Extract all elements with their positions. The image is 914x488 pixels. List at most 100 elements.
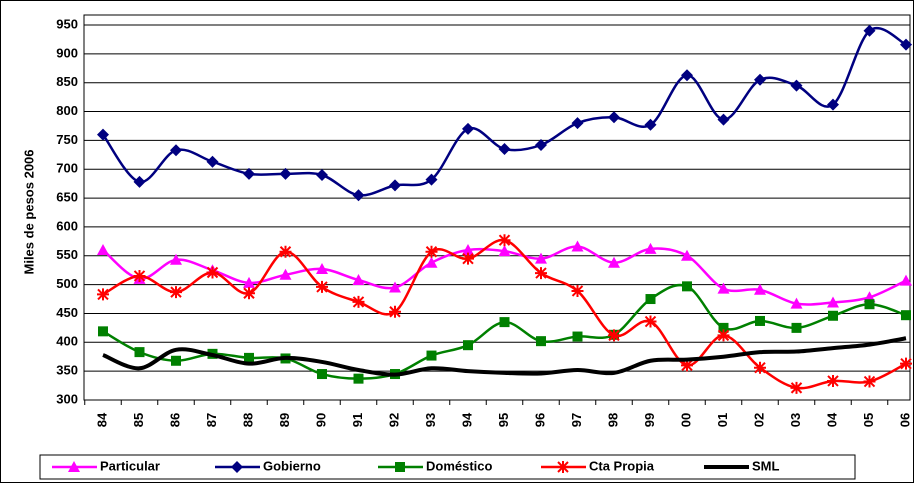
point bbox=[498, 234, 511, 247]
point bbox=[498, 143, 511, 156]
x-tick-label: 94 bbox=[459, 412, 474, 427]
point bbox=[535, 139, 547, 151]
point bbox=[279, 167, 292, 180]
point bbox=[97, 288, 109, 301]
x-tick-label: 98 bbox=[605, 413, 620, 427]
point bbox=[571, 117, 584, 130]
point bbox=[754, 283, 766, 295]
point bbox=[536, 336, 546, 347]
x-tick-label: 99 bbox=[642, 413, 657, 427]
point bbox=[170, 253, 182, 265]
x-tick-label: 93 bbox=[423, 413, 438, 427]
point bbox=[827, 374, 839, 387]
y-axis-label: Miles de pesos 2006 bbox=[21, 149, 36, 274]
legend-label: Particular bbox=[100, 458, 160, 473]
point bbox=[901, 310, 911, 321]
point bbox=[863, 375, 876, 388]
point bbox=[206, 266, 219, 279]
legend: Particular Gobierno Doméstico Cta Propia SML bbox=[39, 454, 856, 480]
y-tick-label: 500 bbox=[56, 276, 78, 291]
point bbox=[316, 169, 328, 181]
point bbox=[754, 73, 766, 86]
y-tick-label: 700 bbox=[56, 161, 78, 176]
y-tick-label: 650 bbox=[56, 190, 78, 205]
x-tick-label: 88 bbox=[240, 413, 255, 427]
point bbox=[790, 381, 803, 394]
point bbox=[644, 118, 657, 131]
y-tick-label: 400 bbox=[56, 334, 78, 349]
point bbox=[754, 361, 766, 374]
point bbox=[717, 282, 730, 294]
plot-area bbox=[83, 14, 911, 401]
point bbox=[682, 281, 692, 292]
x-tick-label: 85 bbox=[131, 413, 146, 427]
point bbox=[389, 281, 401, 293]
point bbox=[352, 274, 365, 285]
point bbox=[279, 245, 292, 258]
point bbox=[827, 98, 839, 111]
point bbox=[133, 269, 146, 282]
x-tick-label: 05 bbox=[861, 413, 876, 427]
point bbox=[863, 24, 876, 37]
point bbox=[608, 256, 620, 268]
y-tick-label: 550 bbox=[56, 247, 78, 262]
legend-label: Doméstico bbox=[426, 458, 493, 473]
point bbox=[134, 347, 145, 358]
point bbox=[900, 357, 912, 370]
point bbox=[681, 359, 693, 372]
point bbox=[608, 111, 620, 124]
point bbox=[243, 287, 255, 300]
point bbox=[171, 355, 181, 366]
x-tick-label: 92 bbox=[386, 413, 401, 427]
series-line bbox=[102, 336, 907, 377]
legend-label: SML bbox=[752, 458, 780, 473]
point bbox=[353, 373, 364, 384]
point bbox=[718, 322, 729, 333]
x-tick-label: 03 bbox=[788, 413, 803, 427]
point bbox=[317, 369, 327, 380]
point bbox=[425, 256, 438, 268]
point bbox=[535, 252, 547, 264]
x-tick-label: 00 bbox=[678, 413, 693, 427]
y-tick-label: 850 bbox=[56, 74, 78, 89]
point bbox=[170, 144, 182, 157]
point bbox=[316, 263, 328, 275]
y-tick-label: 600 bbox=[56, 218, 78, 233]
point bbox=[243, 167, 255, 180]
x-tick-label: 06 bbox=[897, 413, 912, 427]
point bbox=[828, 310, 838, 321]
point bbox=[717, 113, 730, 126]
x-tick-label: 02 bbox=[751, 413, 766, 427]
legend-label: Gobierno bbox=[263, 458, 321, 473]
x-tick-label: 97 bbox=[569, 413, 584, 427]
y-tick-label: 900 bbox=[56, 45, 78, 60]
point bbox=[755, 315, 765, 326]
point bbox=[498, 245, 511, 257]
point bbox=[644, 315, 657, 328]
y-tick-label: 450 bbox=[56, 305, 78, 320]
x-tick-label: 95 bbox=[496, 413, 511, 427]
point bbox=[900, 38, 912, 51]
point bbox=[499, 317, 510, 328]
point bbox=[279, 268, 292, 280]
y-tick-label: 300 bbox=[56, 391, 78, 406]
legend-label: Cta Propia bbox=[589, 458, 655, 473]
y-tick-label: 800 bbox=[56, 103, 78, 118]
point bbox=[681, 69, 693, 82]
x-tick-label: 96 bbox=[532, 413, 547, 427]
point bbox=[389, 179, 401, 192]
point bbox=[389, 305, 401, 318]
x-tick-label: 90 bbox=[313, 413, 328, 427]
point bbox=[463, 340, 473, 351]
x-tick-label: 87 bbox=[204, 413, 219, 427]
point bbox=[243, 276, 255, 288]
x-tick-label: 89 bbox=[277, 413, 292, 427]
point bbox=[425, 245, 438, 258]
point bbox=[462, 122, 474, 135]
point bbox=[462, 252, 474, 265]
point bbox=[790, 297, 803, 309]
x-tick-label: 91 bbox=[350, 413, 365, 427]
y-tick-label: 950 bbox=[56, 16, 78, 31]
point bbox=[571, 240, 584, 252]
